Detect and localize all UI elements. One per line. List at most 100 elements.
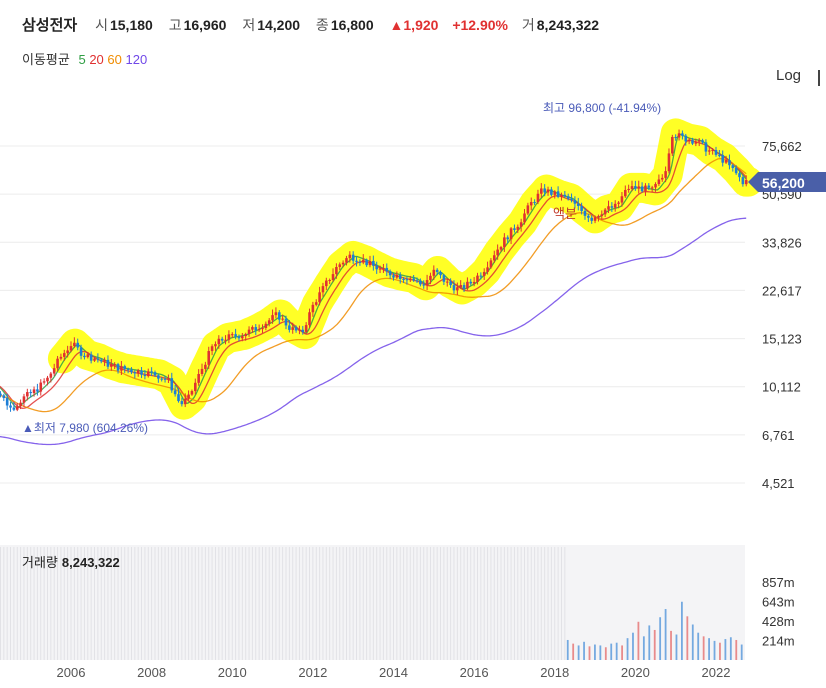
- candle: [29, 392, 32, 394]
- y-tick-label: 10,112: [762, 380, 801, 395]
- candle: [167, 378, 170, 380]
- candle: [707, 150, 711, 152]
- candle: [237, 336, 241, 339]
- ma-line-120: [0, 217, 747, 446]
- x-tick-label: 2022: [702, 665, 731, 680]
- candle: [143, 374, 147, 377]
- volume-bar: [664, 609, 667, 660]
- volume-bars: [566, 601, 743, 660]
- candle: [321, 286, 325, 293]
- ma-120[interactable]: 120: [125, 52, 148, 67]
- toolbar-divider: [818, 70, 820, 86]
- candle: [684, 135, 688, 142]
- candle: [49, 373, 53, 378]
- candle: [704, 142, 708, 152]
- candle: [623, 189, 627, 197]
- candle: [126, 369, 130, 371]
- open-label: 시: [95, 17, 108, 33]
- high-value: 16,960: [183, 17, 227, 33]
- candle: [553, 191, 557, 195]
- candle: [76, 342, 80, 348]
- highlight-marker: [47, 118, 764, 420]
- stock-name: 삼성전자: [22, 17, 78, 34]
- moving-averages: [0, 133, 747, 446]
- candle: [247, 329, 251, 335]
- candle: [32, 389, 36, 394]
- candle: [630, 186, 634, 189]
- candle: [734, 168, 738, 174]
- volume-bar: [599, 645, 602, 660]
- candle: [180, 401, 184, 405]
- candle: [214, 344, 217, 347]
- ma-legend: 이동평균 5 20 60 120: [22, 49, 147, 68]
- candle: [580, 205, 583, 211]
- volume-panel-title: 거래량 8,243,322: [22, 552, 120, 571]
- volume-bar: [566, 639, 569, 660]
- ma-60[interactable]: 60: [107, 52, 122, 67]
- candle: [0, 393, 2, 396]
- volume-tick-label: 214m: [762, 634, 795, 649]
- volume-bar: [713, 640, 716, 660]
- candle: [157, 375, 160, 379]
- x-axis: 2006 2008 2010 2012 2014 2016 2018 2020 2022: [57, 665, 731, 680]
- ma-20[interactable]: 20: [89, 52, 104, 67]
- candle: [583, 210, 587, 216]
- candle: [59, 356, 63, 359]
- candle: [183, 398, 187, 405]
- volume-bar: [615, 642, 618, 660]
- candle: [425, 280, 429, 286]
- candle: [304, 325, 308, 332]
- candle: [671, 136, 674, 154]
- volume-panel-bg: [0, 545, 745, 660]
- candle: [697, 140, 701, 142]
- candle: [718, 154, 721, 156]
- candle: [422, 284, 426, 286]
- candle: [536, 193, 540, 203]
- candle: [274, 312, 278, 316]
- volume-bar: [653, 629, 656, 660]
- candle: [603, 209, 607, 215]
- candle: [193, 382, 197, 392]
- candle: [610, 206, 614, 208]
- candle: [153, 372, 157, 376]
- ma-line-20: [0, 139, 747, 409]
- candle: [267, 320, 271, 324]
- candle: [351, 254, 355, 261]
- x-tick-label: 2016: [460, 665, 489, 680]
- candle: [701, 140, 704, 143]
- candle: [627, 188, 630, 190]
- candle: [368, 261, 372, 266]
- volume-tick-label: 643m: [762, 594, 795, 609]
- candle: [506, 237, 510, 240]
- candle: [372, 261, 375, 266]
- candle: [503, 237, 506, 248]
- candle: [486, 267, 489, 272]
- candle: [398, 275, 402, 279]
- candle: [607, 206, 610, 210]
- volume-bar: [681, 601, 683, 660]
- trend-highlight: [47, 118, 764, 420]
- current-price-tag: 56,200: [748, 172, 826, 192]
- candle: [19, 402, 22, 407]
- candle: [355, 260, 358, 262]
- volume-bar: [708, 638, 710, 660]
- candle: [721, 155, 725, 163]
- candle: [130, 369, 133, 373]
- candle: [9, 405, 12, 408]
- candle: [207, 351, 211, 365]
- ma-5[interactable]: 5: [78, 52, 86, 67]
- candle: [456, 287, 459, 291]
- x-tick-label: 2018: [540, 665, 569, 680]
- candle: [284, 318, 288, 326]
- candle: [576, 203, 580, 206]
- log-scale-toggle[interactable]: Log: [776, 67, 802, 84]
- candle: [254, 327, 258, 331]
- candle: [177, 394, 180, 402]
- candle: [674, 136, 677, 138]
- candle: [556, 191, 560, 197]
- candle: [714, 149, 718, 155]
- candle: [123, 366, 127, 370]
- candle: [15, 406, 19, 410]
- candle: [163, 378, 167, 380]
